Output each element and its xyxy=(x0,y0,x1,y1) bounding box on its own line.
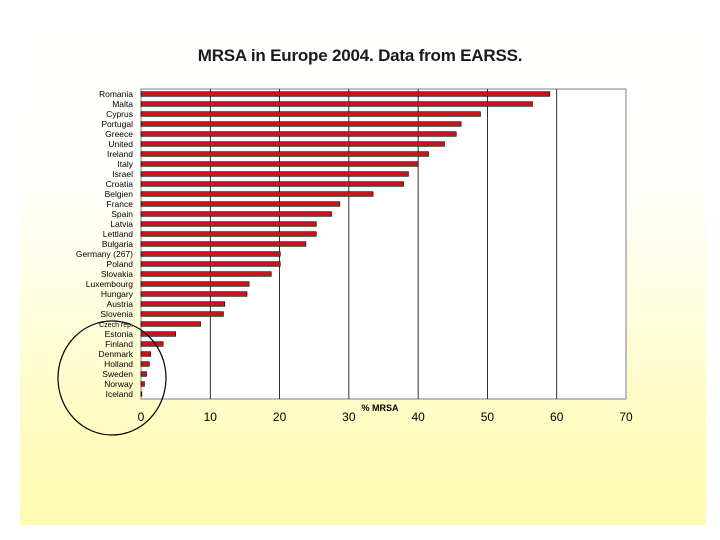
x-tick-label: 50 xyxy=(481,410,495,424)
gridlines xyxy=(209,89,558,399)
category-label: Spain xyxy=(111,209,133,219)
category-label: Luxembourg xyxy=(86,279,134,289)
bar xyxy=(140,201,341,207)
category-label: Hungary xyxy=(101,289,134,299)
bar xyxy=(140,171,409,177)
bar xyxy=(140,241,307,247)
category-label: Malta xyxy=(112,99,133,109)
bar xyxy=(140,131,457,137)
bar xyxy=(140,271,272,277)
category-label: Denmark xyxy=(99,349,134,359)
bar xyxy=(140,211,332,217)
bar xyxy=(140,191,374,197)
bar xyxy=(140,361,150,367)
category-label: Romania xyxy=(99,89,133,99)
bar xyxy=(140,181,404,187)
x-tick-label: 70 xyxy=(619,410,633,424)
bar xyxy=(140,221,317,227)
category-label: Holland xyxy=(104,359,133,369)
bar xyxy=(140,261,281,267)
category-label: Lettland xyxy=(103,229,134,239)
category-label: Belgien xyxy=(105,189,134,199)
bar xyxy=(140,101,533,107)
category-label: Sweden xyxy=(102,369,133,379)
chart-title: MRSA in Europe 2004. Data from EARSS. xyxy=(197,46,523,65)
bar xyxy=(140,111,481,117)
category-label: Finland xyxy=(105,339,133,349)
category-label: Greece xyxy=(105,129,133,139)
x-axis-label: % MRSA xyxy=(361,403,399,413)
category-label: Iceland xyxy=(106,389,134,399)
highlight-ellipse xyxy=(57,320,167,436)
x-tick-label: 60 xyxy=(550,410,564,424)
category-label: Czech rep. xyxy=(99,322,133,329)
bar xyxy=(140,341,164,347)
category-label: United xyxy=(108,139,133,149)
bar xyxy=(140,371,147,377)
bar xyxy=(140,251,281,257)
x-tick-labels: 0 10 20 30 40 50 60 70 xyxy=(138,410,633,424)
category-label: Slovakia xyxy=(101,269,133,279)
x-tick-label: 0 xyxy=(138,410,145,424)
bar xyxy=(140,91,551,97)
category-labels: RomaniaMaltaCyprusPortugalGreeceUnitedIr… xyxy=(76,89,134,399)
bar xyxy=(140,291,248,297)
category-label: Austria xyxy=(107,299,134,309)
bar xyxy=(140,161,419,167)
category-label: Israel xyxy=(112,169,133,179)
category-label: Italy xyxy=(117,159,133,169)
x-tick-label: 20 xyxy=(273,410,287,424)
category-label: Cyprus xyxy=(106,109,133,119)
bar xyxy=(140,311,224,317)
category-label: Latvia xyxy=(110,219,133,229)
category-label: Bulgaria xyxy=(102,239,133,249)
x-tick-label: 30 xyxy=(342,410,356,424)
bar xyxy=(140,321,201,327)
category-label: Portugal xyxy=(101,119,133,129)
bar xyxy=(140,381,145,387)
bar xyxy=(140,281,250,287)
category-label: Slovenia xyxy=(100,309,133,319)
x-tick-label: 40 xyxy=(411,410,425,424)
category-label: Germany (267) xyxy=(76,249,133,259)
bar xyxy=(140,391,143,397)
x-tick-label: 10 xyxy=(204,410,218,424)
category-label: France xyxy=(107,199,134,209)
bar xyxy=(140,231,317,237)
category-label: Croatia xyxy=(106,179,134,189)
bar xyxy=(140,141,445,147)
bar xyxy=(140,151,429,157)
category-label: Poland xyxy=(107,259,134,269)
bar xyxy=(140,301,226,307)
category-label: Norway xyxy=(104,379,134,389)
bar xyxy=(140,331,176,337)
bar xyxy=(140,121,462,127)
category-label: Estonia xyxy=(105,329,134,339)
category-label: Ireland xyxy=(107,149,133,159)
bars-group xyxy=(140,91,551,397)
bar xyxy=(140,351,151,357)
